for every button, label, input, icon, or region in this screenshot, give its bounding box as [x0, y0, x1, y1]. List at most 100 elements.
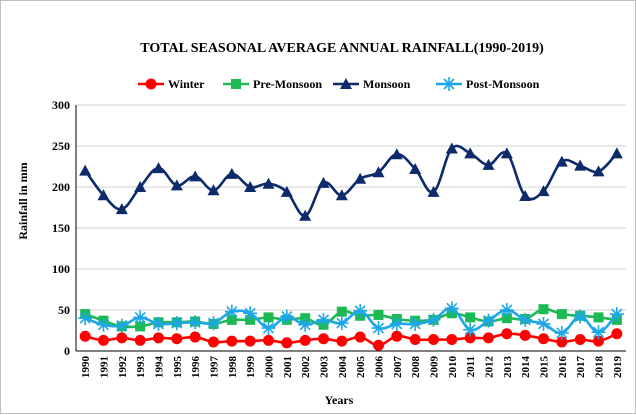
data-point — [409, 162, 422, 174]
x-tick-label: 2017 — [575, 356, 587, 379]
x-tick-label: 2008 — [410, 356, 422, 379]
data-point — [464, 147, 477, 159]
x-tick-label: 2016 — [557, 356, 569, 379]
data-point — [426, 312, 441, 327]
data-point — [611, 328, 623, 340]
data-point — [225, 167, 238, 179]
data-point — [354, 331, 366, 343]
legend-marker — [442, 77, 456, 91]
x-tick-label: 2007 — [392, 356, 404, 379]
x-tick-label: 2011 — [465, 356, 477, 377]
data-point — [591, 325, 606, 340]
data-point — [263, 312, 274, 323]
data-point — [408, 316, 423, 331]
data-point — [224, 304, 239, 319]
data-point — [593, 312, 604, 323]
data-point — [171, 333, 183, 345]
data-point — [134, 181, 147, 192]
x-tick-label: 1991 — [99, 356, 111, 378]
data-point — [536, 316, 551, 331]
data-point — [244, 181, 257, 192]
data-point — [79, 164, 92, 176]
x-tick-label: 2015 — [539, 356, 551, 379]
data-point — [519, 329, 531, 341]
data-point — [573, 309, 588, 324]
x-tick-label: 1999 — [245, 356, 257, 379]
data-point — [445, 142, 458, 154]
data-point — [226, 314, 237, 325]
series-monsoon — [79, 142, 623, 221]
legend-item: Pre-Monsoon — [223, 77, 322, 91]
data-point — [96, 317, 111, 332]
data-point — [152, 162, 165, 174]
data-point — [574, 159, 587, 171]
data-point — [79, 330, 91, 342]
x-tick-label: 2000 — [264, 356, 276, 379]
x-tick-label: 1993 — [135, 356, 147, 379]
x-tick-label: 2001 — [282, 356, 294, 378]
legend-item: Winter — [138, 77, 205, 91]
x-tick-label: 2014 — [520, 356, 532, 379]
x-tick-label: 1992 — [117, 356, 129, 379]
data-point — [316, 312, 331, 327]
data-point — [207, 184, 220, 196]
x-axis-label: Years — [325, 393, 354, 407]
data-point — [428, 334, 439, 346]
data-point — [409, 334, 421, 346]
data-point — [208, 336, 219, 348]
data-point — [446, 334, 458, 346]
data-point — [465, 312, 476, 323]
data-point — [317, 176, 330, 188]
y-tick-label: 200 — [52, 180, 70, 194]
data-point — [501, 328, 513, 340]
chart-title: TOTAL SEASONAL AVERAGE ANNUAL RAINFALL(1… — [140, 41, 544, 56]
data-point — [390, 148, 403, 160]
data-point — [244, 335, 256, 347]
data-point — [133, 310, 148, 325]
x-axis: 1990 1991 1992 1993 1994 1995 1996 1997 1998 1999… — [76, 350, 626, 379]
x-tick-label: 1998 — [227, 356, 239, 379]
y-tick-label: 50 — [58, 303, 70, 317]
data-point — [501, 313, 512, 324]
data-point — [280, 185, 293, 197]
data-point — [206, 316, 221, 331]
legend-item: Post-Monsoon — [436, 77, 540, 91]
data-point — [444, 301, 459, 316]
x-tick-label: 1990 — [80, 356, 92, 379]
x-tick-label: 2012 — [484, 356, 496, 379]
y-tick-label: 300 — [52, 98, 70, 112]
data-point — [354, 172, 367, 184]
data-point — [500, 147, 513, 159]
legend-label: Post-Monsoon — [466, 77, 540, 91]
data-point — [336, 306, 347, 317]
data-point — [427, 185, 440, 197]
data-point — [299, 209, 312, 221]
legend-label: Pre-Monsoon — [253, 77, 322, 91]
data-point — [116, 332, 128, 344]
data-point — [134, 334, 146, 346]
data-point — [519, 190, 532, 202]
x-tick-label: 2006 — [374, 356, 386, 379]
data-point — [261, 321, 276, 336]
series-winter — [79, 328, 623, 351]
legend-label: Monsoon — [363, 77, 411, 91]
data-point — [114, 318, 129, 333]
data-point — [97, 189, 110, 201]
data-point — [574, 334, 586, 346]
x-tick-label: 2002 — [300, 356, 312, 379]
data-point — [243, 306, 258, 321]
y-axis: 0 50 100 150 200 250 300 — [52, 98, 77, 358]
data-point — [372, 166, 385, 178]
series-line — [84, 144, 618, 217]
data-point — [391, 330, 403, 342]
data-point — [555, 155, 568, 167]
data-point — [169, 316, 184, 331]
series-layer — [78, 142, 624, 351]
series-line — [84, 332, 618, 347]
data-point — [151, 316, 166, 331]
legend-marker — [340, 78, 352, 89]
data-point — [592, 165, 605, 177]
legend: Winter Pre-Monsoon Monsoon Post-Monsoon — [138, 77, 540, 91]
data-point — [135, 321, 146, 332]
data-point — [170, 179, 183, 191]
